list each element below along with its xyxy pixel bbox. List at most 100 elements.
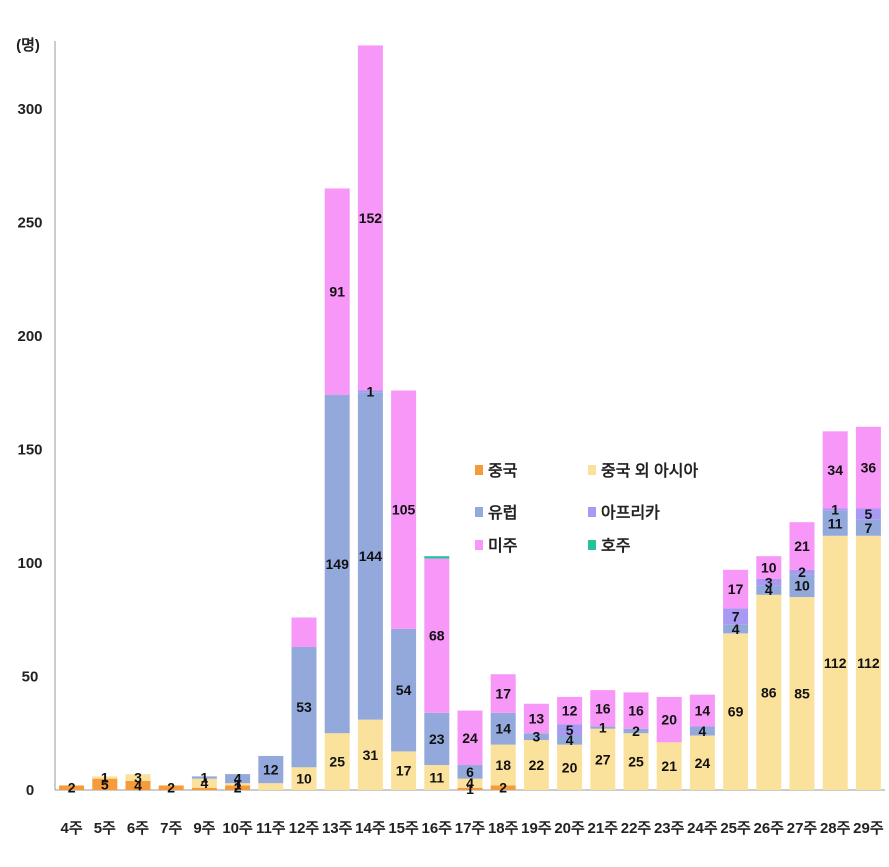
data-label: 68 — [429, 628, 445, 644]
bar-segment — [424, 556, 450, 559]
data-label: 5 — [865, 506, 873, 522]
legend-label: 미주 — [488, 537, 518, 555]
legend-label: 유럽 — [488, 504, 517, 522]
y-tick-label: 200 — [17, 328, 42, 345]
legend-swatch — [475, 507, 483, 517]
bar-segment — [855, 426, 881, 509]
bar-segment — [191, 776, 217, 779]
data-label: 10 — [794, 578, 810, 594]
bar-segment — [191, 778, 217, 788]
data-label: 3 — [765, 574, 773, 590]
data-label: 53 — [296, 699, 312, 715]
data-label: 152 — [359, 210, 383, 226]
x-tick-label: 22주 — [621, 820, 652, 837]
data-label: 4 — [765, 582, 773, 598]
x-tick-label: 6주 — [127, 820, 149, 837]
bar-segment — [357, 45, 383, 391]
data-label: 31 — [363, 747, 379, 763]
data-label: 112 — [857, 655, 880, 671]
data-label: 1 — [466, 781, 474, 797]
bar-segment — [689, 726, 715, 736]
data-label: 17 — [396, 763, 412, 779]
bar-segment — [557, 696, 583, 725]
bar-segment — [125, 780, 151, 790]
data-label: 25 — [329, 754, 345, 770]
bar-segment — [822, 508, 848, 511]
y-tick-label: 300 — [17, 101, 42, 118]
data-label: 21 — [661, 758, 677, 774]
x-tick-label: 7주 — [160, 820, 182, 837]
bar-segment — [92, 776, 118, 779]
data-label: 4 — [134, 777, 142, 793]
bar-segment — [789, 522, 815, 570]
data-label: 3 — [134, 770, 142, 786]
bar-segment — [357, 392, 383, 720]
y-tick-label: 0 — [26, 782, 34, 799]
bar-segment — [689, 735, 715, 790]
bar-segment — [424, 765, 450, 790]
axes-group: (명) 0 50 100 150 200 250 300 4주 5주 6주 7주 9주 10주 11주 12주… — [16, 36, 885, 837]
bar-segment — [756, 556, 782, 579]
data-label: 149 — [326, 556, 350, 572]
x-tick-label: 29주 — [853, 820, 884, 837]
bar-segment — [822, 431, 848, 509]
data-label: 10 — [761, 560, 777, 576]
bar-segment — [723, 569, 749, 609]
bar-segment — [623, 733, 649, 790]
bar-segment — [324, 395, 350, 734]
bar-segment — [723, 633, 749, 790]
data-label: 2 — [167, 780, 175, 796]
bars-group — [59, 45, 881, 790]
data-label: 10 — [296, 771, 312, 787]
data-label: 7 — [865, 520, 873, 536]
bar-segment — [324, 733, 350, 790]
bar-segment — [557, 735, 583, 745]
data-label: 5 — [566, 722, 574, 738]
bar-segment — [590, 728, 616, 790]
bar-segment — [324, 188, 350, 396]
bar-segment — [225, 785, 251, 790]
data-label: 4 — [699, 723, 707, 739]
legend-label: 아프리카 — [601, 504, 660, 522]
x-tick-label: 13주 — [322, 820, 353, 837]
bar-segment — [756, 594, 782, 790]
data-label: 105 — [392, 502, 416, 518]
data-label: 112 — [824, 655, 847, 671]
data-label: 25 — [628, 754, 644, 770]
legend-label: 중국 — [488, 462, 518, 480]
data-label: 91 — [329, 284, 345, 300]
data-label: 11 — [429, 770, 444, 786]
x-tick-label: 5주 — [94, 820, 116, 837]
x-tick-label: 9주 — [193, 820, 215, 837]
y-axis-unit-label: (명) — [16, 36, 40, 54]
data-label: 1 — [101, 770, 109, 786]
data-label: 69 — [728, 704, 744, 720]
bar-segment — [391, 390, 417, 629]
bar-segment — [291, 646, 317, 768]
bar-segment — [490, 744, 516, 786]
data-label: 16 — [595, 700, 611, 716]
bar-segment — [523, 733, 549, 741]
data-label: 1 — [599, 720, 607, 736]
data-label: 24 — [695, 755, 711, 771]
data-label: 20 — [661, 712, 677, 728]
x-tick-label: 19주 — [521, 820, 552, 837]
bar-segment — [855, 508, 881, 520]
x-tick-label: 27주 — [787, 820, 818, 837]
data-label: 17 — [495, 686, 511, 702]
data-label: 1 — [234, 776, 242, 792]
bar-segment — [59, 785, 85, 790]
bar-segment — [258, 755, 284, 784]
legend-swatch — [588, 507, 596, 517]
x-tick-label: 23주 — [654, 820, 685, 837]
data-label: 20 — [562, 759, 578, 775]
bar-segment — [357, 390, 383, 393]
bar-segment — [557, 744, 583, 790]
data-label: 54 — [396, 682, 412, 698]
legend-swatch — [475, 465, 483, 475]
bar-segment — [490, 674, 516, 713]
x-tick-label: 17주 — [455, 820, 486, 837]
bar-segment — [822, 535, 848, 790]
